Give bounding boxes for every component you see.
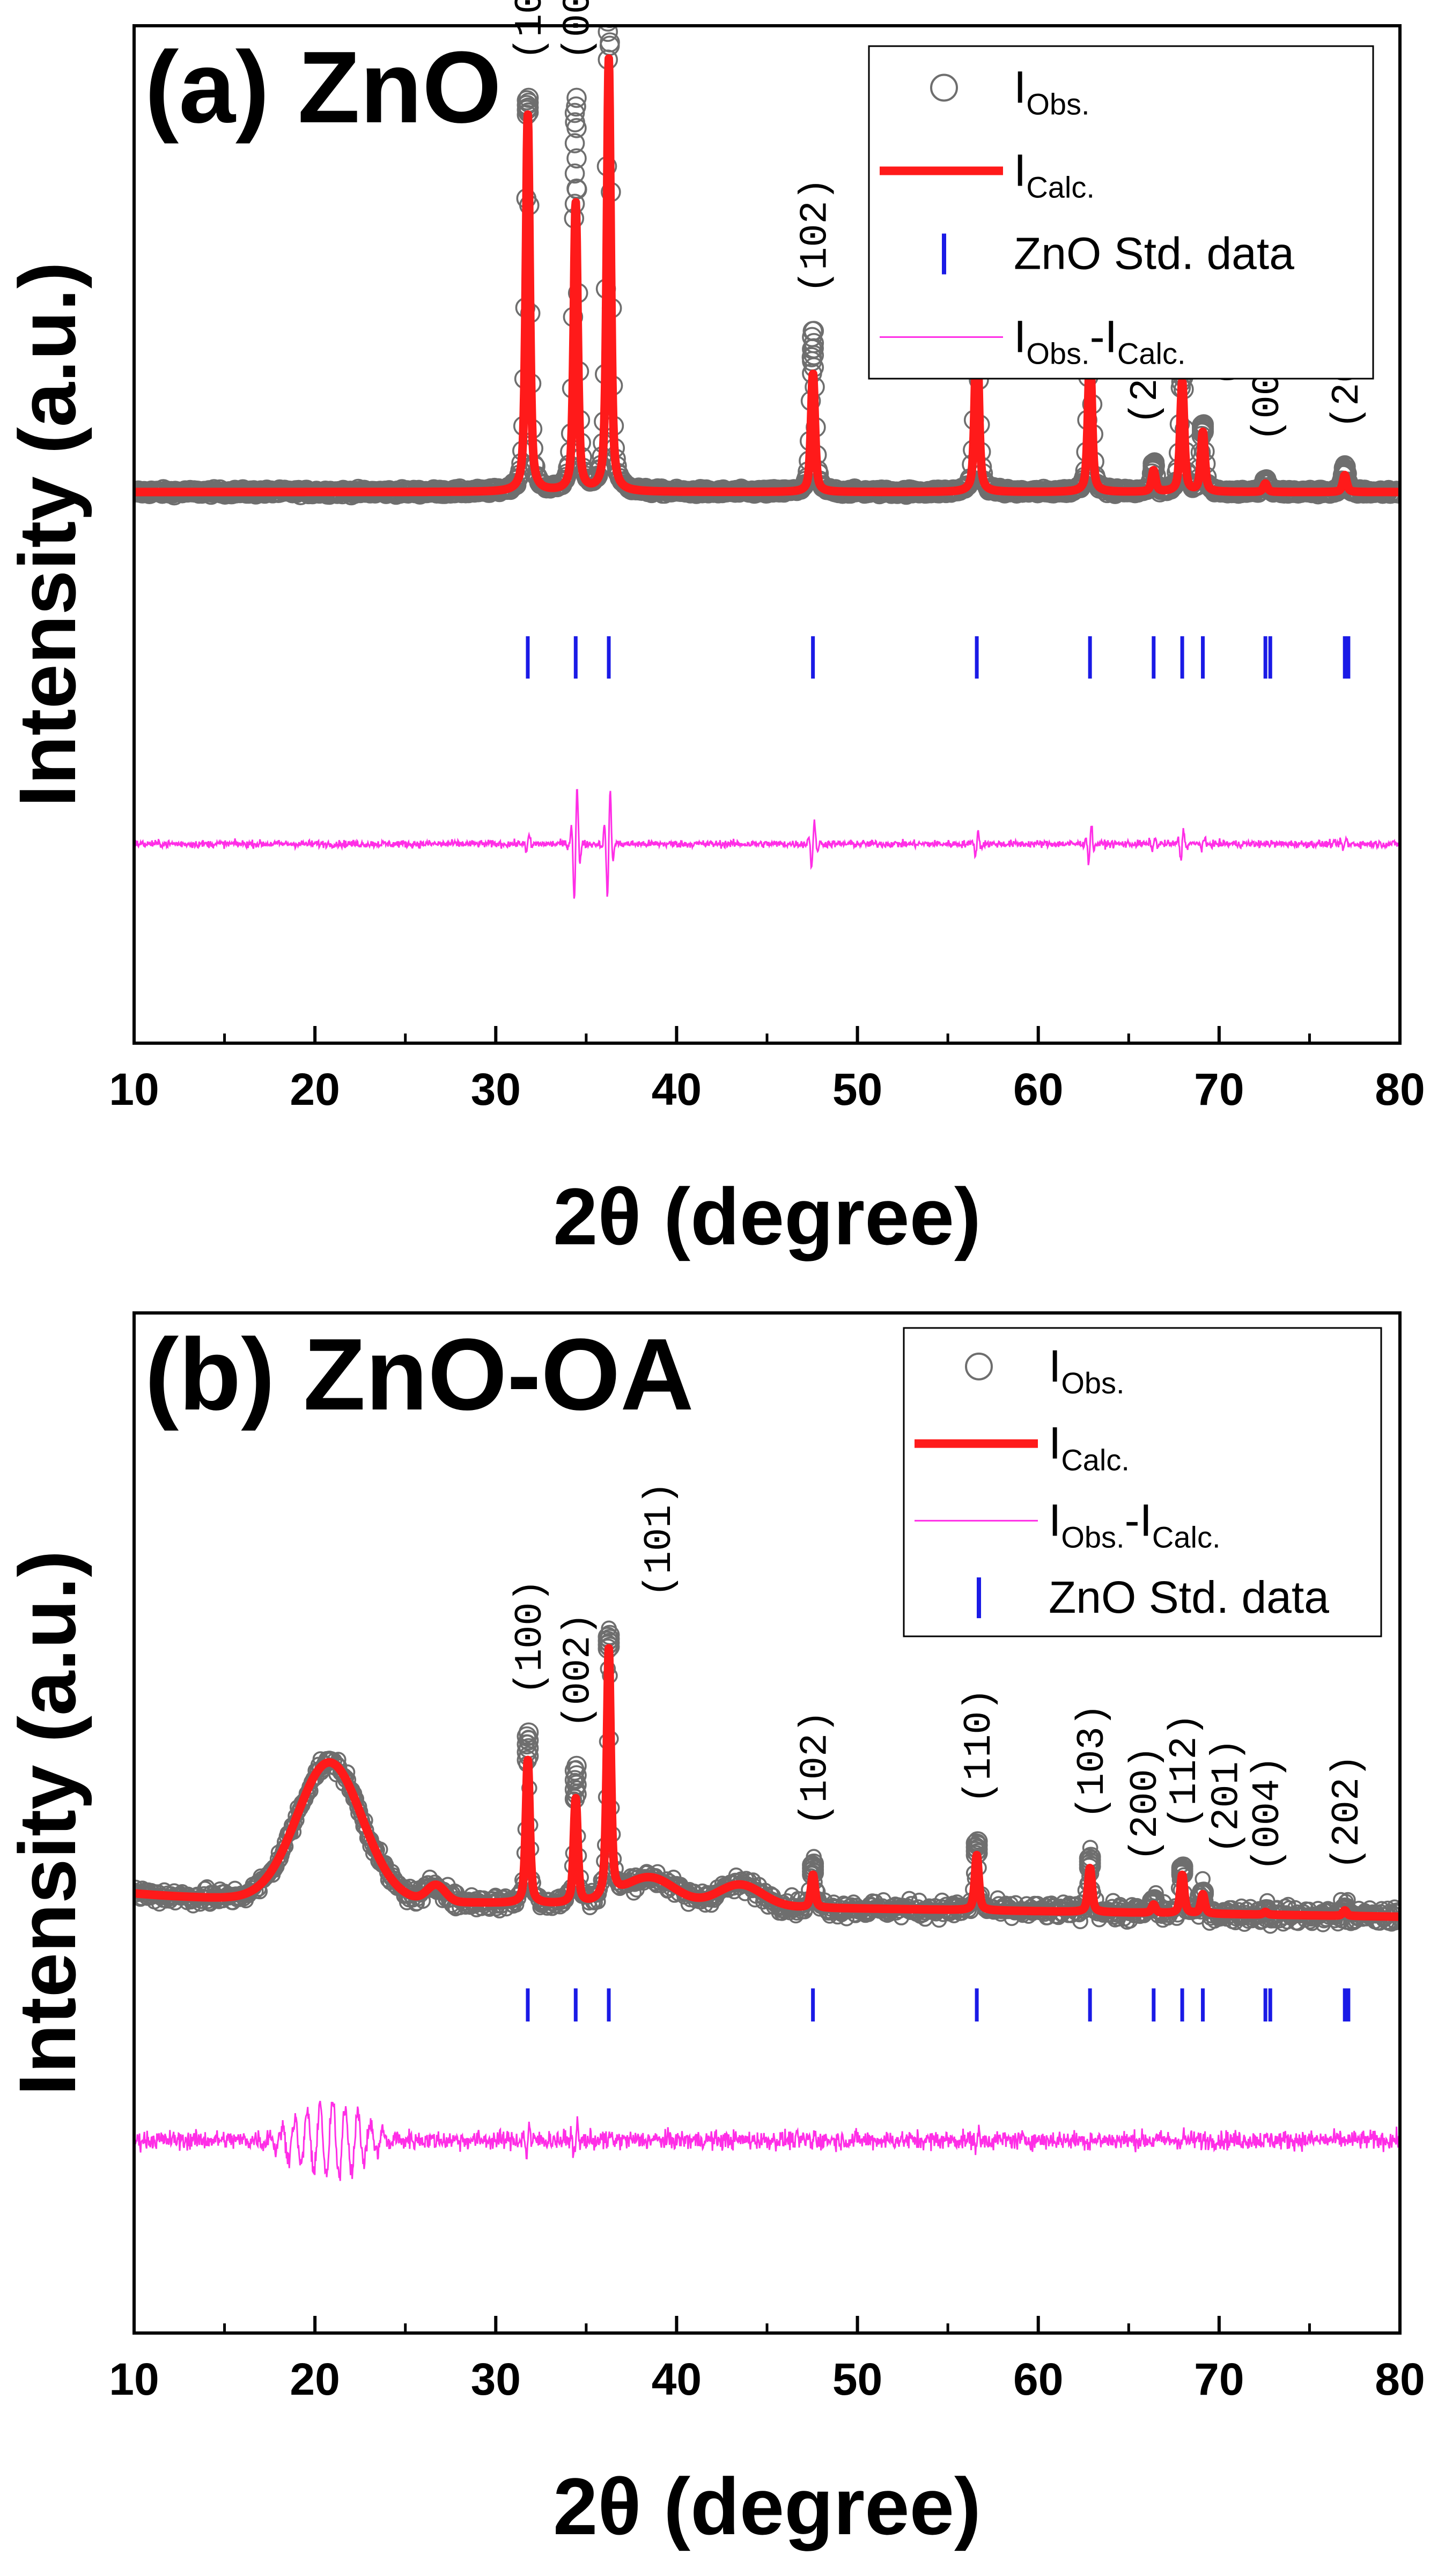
- hkl-label: (102): [794, 178, 838, 293]
- hkl-label: (202): [1325, 1754, 1369, 1870]
- x-tick-label: 20: [290, 2354, 340, 2404]
- hkl-label: (110): [957, 1688, 1001, 1804]
- x-tick-label: 80: [1375, 2354, 1425, 2404]
- legend-label-sub: Calc.: [1152, 1520, 1221, 1554]
- obs-point: [517, 90, 537, 110]
- obs-point: [566, 118, 587, 138]
- hkl-label: (004): [1246, 1756, 1290, 1872]
- x-tick-label: 80: [1375, 1064, 1425, 1114]
- x-tick-label: 50: [832, 2354, 882, 2404]
- diff-line: [134, 789, 1400, 899]
- diff-line: [134, 2100, 1400, 2181]
- hkl-label: (102): [794, 1710, 838, 1826]
- hkl-label: (002): [556, 0, 600, 60]
- hkl-label: (201): [1205, 1738, 1249, 1854]
- obs-point: [803, 321, 824, 341]
- panel-a: 10 20 30 40 50 60 70 80 2θ (degree) Intensity (a.…: [2, 0, 1425, 1261]
- legend-label: ICalc.: [1014, 145, 1095, 204]
- hkl-label: (112): [1163, 1713, 1207, 1829]
- obs-point: [599, 0, 617, 13]
- obs-point: [599, 26, 617, 32]
- x-tick-label: 20: [290, 1064, 340, 1114]
- legend-label-main: I: [1014, 62, 1026, 113]
- x-axis-title: 2θ (degree): [553, 2461, 981, 2551]
- y-axis-title: Intensity (a.u.): [2, 1551, 92, 2096]
- plot-area: [134, 0, 1400, 899]
- x-tick-label: 10: [109, 2354, 159, 2404]
- legend-label: IObs.-ICalc.: [1014, 312, 1186, 371]
- legend-label-main: I: [1049, 1495, 1061, 1545]
- x-tick-label: 40: [652, 1064, 702, 1114]
- legend-label: ZnO Std. data: [1049, 1572, 1329, 1622]
- legend-circle-marker: [930, 73, 958, 102]
- legend-label-main: I: [1014, 312, 1026, 362]
- legend: IObs.ICalc.IObs.-ICalc.ZnO Std. data: [903, 1327, 1382, 1637]
- legend-label-main: I: [1014, 145, 1026, 196]
- x-tick-label: 40: [652, 2354, 702, 2404]
- hkl-label: (100): [508, 0, 552, 60]
- calc-line: [134, 54, 1400, 497]
- obs-point: [564, 133, 585, 153]
- x-tick-label: 50: [832, 1064, 882, 1114]
- hkl-label: (200): [1124, 1746, 1168, 1862]
- panel-title: (a) ZnO: [145, 31, 502, 144]
- legend-label-sub: Calc.: [1061, 1443, 1130, 1477]
- legend-label-sub: Calc.: [1117, 337, 1186, 371]
- std-ticks: [526, 1988, 1351, 2022]
- x-tick-label: 70: [1194, 1064, 1244, 1114]
- x-tick-label: 70: [1194, 2354, 1244, 2404]
- legend-label-sub: Obs.: [1026, 87, 1089, 121]
- legend-box: [868, 45, 1374, 380]
- std-ticks: [526, 636, 1351, 679]
- x-axis-title: 2θ (degree): [553, 1171, 981, 1261]
- legend-label: ZnO Std. data: [1014, 228, 1294, 279]
- x-tick-label: 10: [109, 1064, 159, 1114]
- obs-point: [564, 163, 585, 184]
- obs-point: [598, 26, 618, 42]
- hkl-label: (103): [1071, 1703, 1115, 1819]
- x-tick-label: 60: [1013, 1064, 1063, 1114]
- legend-label-sub: Obs.: [1026, 337, 1089, 371]
- legend-label-sub: Calc.: [1026, 171, 1095, 204]
- legend-label-main: -I: [1090, 312, 1117, 362]
- x-tick-label: 60: [1013, 2354, 1063, 2404]
- obs-point: [566, 96, 586, 117]
- legend-label-main: I: [1049, 1341, 1061, 1391]
- legend-label-main: -I: [1125, 1495, 1152, 1545]
- legend-label-main: I: [1049, 1418, 1061, 1468]
- y-axis-title: Intensity (a.u.): [2, 262, 92, 807]
- legend-label-sub: Obs.: [1061, 1366, 1124, 1400]
- obs-point: [564, 102, 585, 123]
- hkl-label: (101): [638, 1481, 682, 1597]
- legend-label-main: ZnO Std. data: [1014, 228, 1294, 279]
- legend-label-main: ZnO Std. data: [1049, 1572, 1329, 1622]
- panel-b: 10 20 30 40 50 60 70 80 2θ (degree) Intensity (a.…: [2, 1311, 1425, 2551]
- obs-point: [518, 87, 539, 108]
- obs-point: [566, 178, 587, 199]
- panel-title: (b) ZnO-OA: [145, 1318, 694, 1431]
- obs-point: [566, 148, 587, 169]
- hkl-label: (002): [556, 1612, 600, 1728]
- hkl-label: (100): [508, 1579, 552, 1695]
- x-tick-label: 30: [471, 2354, 521, 2404]
- legend-label: IObs.: [1014, 62, 1090, 121]
- plot-area: [134, 1620, 1400, 2181]
- x-tick-label: 30: [471, 1064, 521, 1114]
- obs-point: [566, 87, 587, 108]
- legend-label-sub: Obs.: [1061, 1520, 1124, 1554]
